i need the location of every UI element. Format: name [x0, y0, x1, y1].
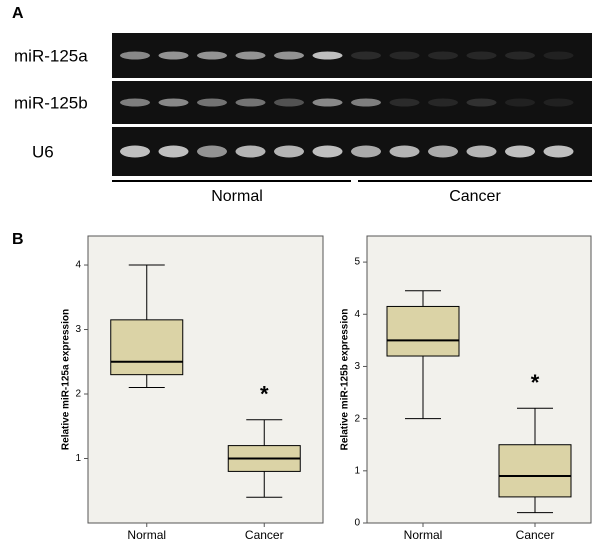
gel-band — [274, 98, 304, 107]
gel-band — [158, 145, 189, 158]
group-label: Normal — [211, 188, 263, 205]
y-tick-label: 3 — [75, 324, 81, 335]
panel-label: B — [12, 231, 24, 248]
gel-band — [197, 145, 227, 158]
gel-image — [112, 33, 592, 176]
gel-band — [505, 145, 535, 158]
y-tick-label: 1 — [75, 453, 81, 464]
y-axis-label: Relative miR-125b expression — [340, 309, 351, 451]
y-tick-label: 2 — [354, 413, 360, 424]
gel-band — [505, 51, 535, 60]
gel-band — [466, 51, 497, 60]
gel-band — [543, 51, 574, 60]
gel-band — [235, 145, 266, 158]
plot-area — [87, 235, 324, 524]
x-tick-label: Normal — [127, 528, 166, 542]
annotation: * — [260, 382, 269, 407]
gel-band — [543, 145, 574, 158]
gel-band — [351, 98, 381, 107]
y-axis-label: Relative miR-125a expression — [61, 309, 72, 450]
gel-row — [112, 33, 592, 78]
panel-label: A — [12, 5, 24, 22]
y-tick-label: 1 — [354, 465, 360, 476]
y-tick-label: 2 — [75, 389, 81, 400]
gel-band — [351, 51, 381, 60]
row-label: miR-125b — [14, 93, 88, 112]
gel-band — [312, 145, 343, 158]
x-tick-label: Normal — [404, 528, 443, 542]
gel-band — [120, 145, 150, 158]
row-label: U6 — [32, 142, 54, 161]
y-tick-label: 4 — [75, 260, 81, 271]
y-tick-label: 0 — [354, 518, 360, 529]
gel-band — [158, 98, 189, 107]
gel-band — [543, 98, 574, 107]
gel-band — [466, 98, 497, 107]
gel-band — [158, 51, 189, 60]
gel-band — [235, 98, 266, 107]
gel-band — [312, 98, 343, 107]
gel-band — [428, 145, 458, 158]
gel-band — [197, 98, 227, 107]
gel-band — [505, 98, 535, 107]
gel-band — [274, 145, 304, 158]
annotation: * — [531, 370, 540, 395]
gel-band — [389, 145, 420, 158]
row-label: miR-125a — [14, 46, 88, 65]
box — [498, 444, 572, 498]
gel-band — [389, 98, 420, 107]
gel-band — [120, 51, 150, 60]
x-tick-label: Cancer — [245, 528, 284, 542]
gel-band — [428, 98, 458, 107]
y-tick-label: 3 — [354, 361, 360, 372]
gel-band — [389, 51, 420, 60]
y-tick-label: 4 — [354, 309, 360, 320]
group-label: Cancer — [449, 188, 501, 205]
gel-band — [466, 145, 497, 158]
gel-band — [120, 98, 150, 107]
gel-band — [274, 51, 304, 60]
gel-band — [235, 51, 266, 60]
box — [386, 305, 460, 357]
gel-band — [312, 51, 343, 60]
x-tick-label: Cancer — [516, 528, 555, 542]
gel-band — [428, 51, 458, 60]
y-tick-label: 5 — [354, 257, 360, 268]
box — [110, 319, 184, 376]
gel-band — [197, 51, 227, 60]
gel-band — [351, 145, 381, 158]
